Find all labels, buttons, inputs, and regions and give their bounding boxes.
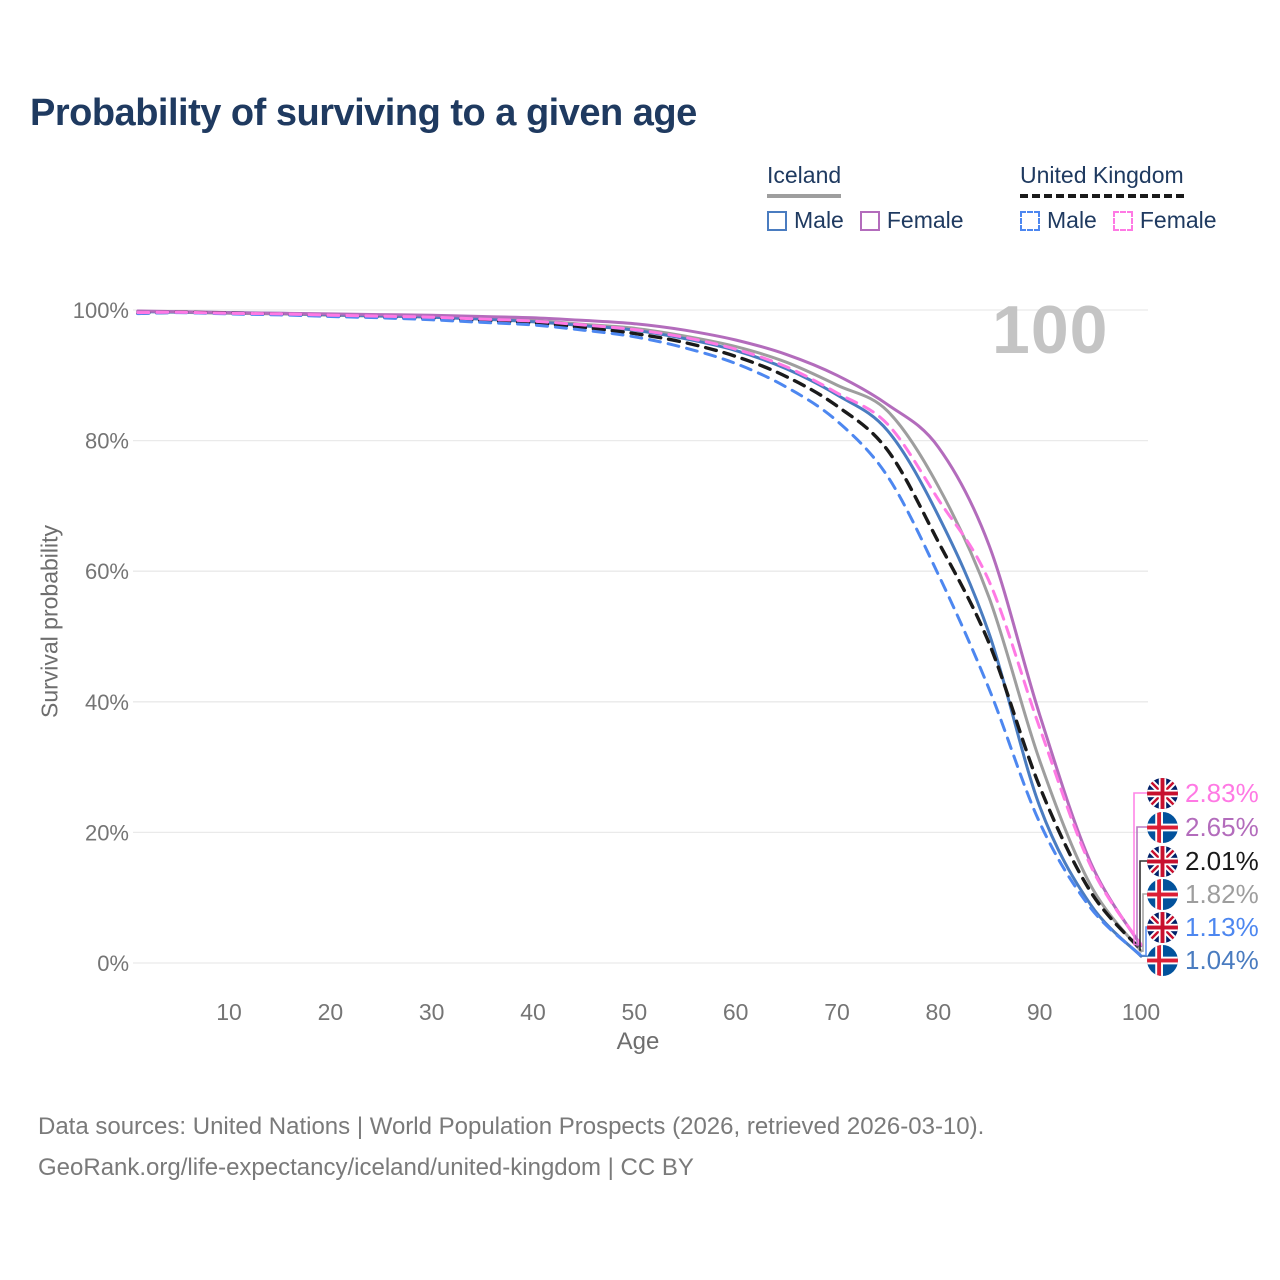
end-label-value: 2.65% [1185,811,1259,842]
legend-item-uk-male[interactable]: Male [1020,207,1097,234]
legend-item-label: Female [1139,207,1217,233]
x-tick-label: 30 [419,999,445,1025]
x-tick-label: 50 [622,999,648,1025]
end-label-value: 2.01% [1185,845,1259,876]
iceland-male-swatch-icon[interactable] [767,210,787,231]
end-label-iceland-total: 1.82% [1147,877,1259,911]
legend-group-iceland: Iceland Male Female [767,162,980,234]
legend-group-title-united-kingdom: United Kingdom [1020,162,1184,198]
legend-item-iceland-male[interactable]: Male [767,207,844,234]
y-tick-label: 80% [85,429,129,454]
x-tick-label: 20 [318,999,344,1025]
data-sources-footer: Data sources: United Nations | World Pop… [38,1106,984,1188]
series-line-united-kingdom-female [136,310,1143,946]
legend-group-united-kingdom: United Kingdom Male Female [1020,162,1233,234]
footer-line-attribution: GeoRank.org/life-expectancy/iceland/unit… [38,1154,694,1181]
legend-item-uk-female[interactable]: Female [1112,207,1217,234]
leader-line [1136,826,1148,947]
y-tick-label: 60% [85,559,129,584]
legend-item-label: Female [886,207,964,233]
x-tick-label: 100 [1122,999,1160,1025]
end-label-uk-total: 2.01% [1147,844,1259,878]
legend-item-label: Male [1047,207,1097,233]
legend-items-united-kingdom: Male Female [1020,207,1233,234]
footer-line-sources: Data sources: United Nations | World Pop… [38,1113,985,1140]
legend-group-title-iceland: Iceland [767,162,842,198]
leader-line [1139,860,1148,951]
uk-flag-icon [1147,911,1178,943]
iceland-flag-icon [1147,944,1178,976]
y-tick-label: 0% [97,951,129,976]
end-label-iceland-female: 2.65% [1147,810,1259,844]
x-tick-label: 10 [216,999,242,1025]
y-tick-label: 40% [85,690,129,715]
series-line-united-kingdom-total [136,310,1143,952]
y-tick-label: 20% [85,820,129,845]
end-label-value: 1.13% [1185,911,1259,942]
y-axis-title: Survival probability [36,524,63,719]
x-tick-label: 60 [723,999,749,1025]
end-label-value: 2.83% [1185,777,1259,808]
end-label-value: 1.82% [1185,878,1259,909]
leader-line [1141,893,1148,952]
uk-flag-icon [1147,845,1178,877]
x-tick-label: 90 [1027,999,1053,1025]
end-label-uk-female: 2.83% [1147,776,1259,810]
x-tick-label: 40 [520,999,546,1025]
series-line-iceland-male [136,310,1143,958]
end-label-iceland-male: 1.04% [1147,943,1259,977]
x-axis-title: Age [616,1028,660,1055]
iceland-flag-icon [1147,878,1178,910]
legend-item-label: Male [794,207,844,233]
x-tick-label: 70 [824,999,850,1025]
leader-line [1133,792,1148,946]
iceland-flag-icon [1147,811,1178,843]
legend-items-iceland: Male Female [767,207,980,234]
x-tick-label: 80 [926,999,952,1025]
age-watermark: 100 [992,292,1109,368]
legend-item-iceland-female[interactable]: Female [859,207,964,234]
end-label-uk-male: 1.13% [1147,910,1259,944]
series-line-iceland-female [136,309,1143,948]
iceland-female-swatch-icon[interactable] [859,210,880,231]
end-label-value: 1.04% [1185,944,1259,975]
uk-male-swatch-icon[interactable] [1020,210,1040,231]
series-line-iceland-total [136,309,1143,953]
y-tick-label: 100% [73,298,129,323]
uk-flag-icon [1147,777,1178,809]
page-title: Probability of surviving to a given age [30,92,697,134]
uk-female-swatch-icon[interactable] [1112,210,1133,231]
